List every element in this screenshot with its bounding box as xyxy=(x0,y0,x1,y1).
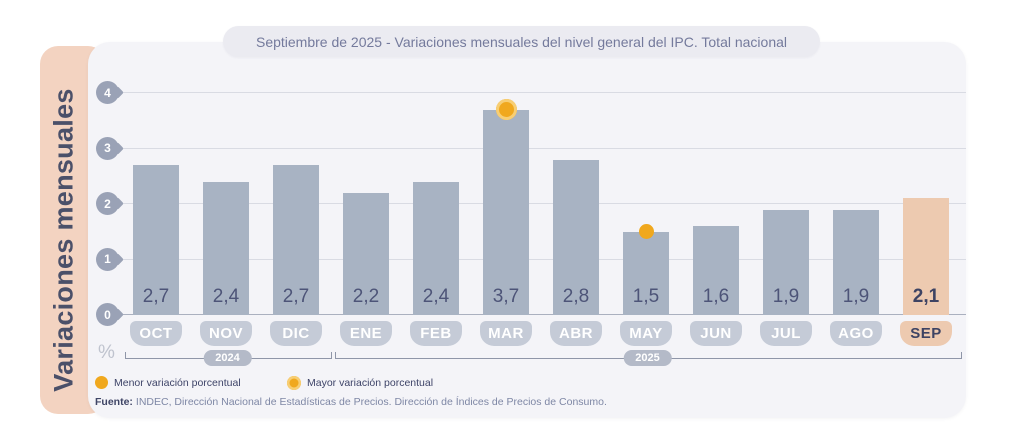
bar-AGO xyxy=(833,209,879,315)
max-variation-marker-icon xyxy=(495,99,517,120)
bar-value-SEP: 2,1 xyxy=(912,285,940,307)
bar-ENE xyxy=(343,192,389,315)
bar-value-ENE: 2,2 xyxy=(352,285,380,307)
month-label-AGO: AGO xyxy=(830,320,882,346)
percent-unit-label: % xyxy=(98,342,115,363)
bar-value-FEB: 2,4 xyxy=(422,285,450,307)
legend-item-menor: Menor variación porcentual xyxy=(95,376,241,389)
y-axis-tick-1: 1 xyxy=(96,247,119,271)
month-label-OCT: OCT xyxy=(130,320,182,346)
source-text: INDEC, Dirección Nacional de Estadística… xyxy=(135,396,607,408)
max-variation-ring-dot-icon xyxy=(287,376,301,390)
bar-value-JUN: 1,6 xyxy=(702,285,730,307)
bar-value-NOV: 2,4 xyxy=(212,285,240,307)
gridline-1 xyxy=(120,258,966,260)
bar-value-MAR: 3,7 xyxy=(492,285,520,307)
month-label-ENE: ENE xyxy=(340,320,392,346)
bar-value-MAY: 1,5 xyxy=(632,285,660,307)
bar-MAY xyxy=(623,231,669,315)
gridline-0 xyxy=(120,314,966,315)
chart-card: 4 3 2 1 0 2,7 OCT 2,4 NOV 2,7 DIC 2,2 ENE 2,4 FEB 3,7 MA… xyxy=(88,42,966,418)
source-line: Fuente: INDEC, Dirección Nacional de Esta… xyxy=(95,396,607,408)
bar-value-AGO: 1,9 xyxy=(842,285,870,307)
month-label-FEB: FEB xyxy=(410,320,462,346)
gridline-2 xyxy=(120,203,966,204)
chart-title: Septiembre de 2025 - Variaciones mensual… xyxy=(255,33,788,50)
gridline-4 xyxy=(120,92,966,93)
bar-value-ABR: 2,8 xyxy=(562,285,590,307)
bar-value-JUL: 1,9 xyxy=(772,285,800,307)
month-label-MAY: MAY xyxy=(620,320,672,346)
gridline-3 xyxy=(120,147,966,149)
legend-label-menor: Menor variación porcentual xyxy=(114,376,241,389)
source-prefix: Fuente: xyxy=(95,396,133,408)
min-variation-dot-icon xyxy=(95,376,108,389)
bar-value-OCT: 2,7 xyxy=(142,285,170,307)
y-axis-tick-3: 3 xyxy=(96,136,119,160)
legend-item-mayor: Mayor variación porcentual xyxy=(287,376,433,390)
bar-DIC xyxy=(273,164,319,315)
month-label-JUL: JUL xyxy=(760,320,812,346)
legend-label-mayor: Mayor variación porcentual xyxy=(307,377,434,389)
y-axis-tick-4: 4 xyxy=(96,81,119,104)
month-label-ABR: ABR xyxy=(550,320,602,346)
year-pill-2024: 2024 xyxy=(203,350,252,366)
bar-FEB xyxy=(413,181,459,315)
bar-JUN xyxy=(693,225,739,315)
min-variation-marker-icon xyxy=(638,223,654,239)
y-axis-tick-0: 0 xyxy=(96,303,119,326)
bar-MAR xyxy=(483,109,529,315)
y-axis-tick-2: 2 xyxy=(96,192,119,215)
y-axis-title: Variaciones mensuales xyxy=(48,88,79,392)
month-label-MAR: MAR xyxy=(480,320,532,346)
bar-NOV xyxy=(203,181,249,315)
chart-title-pill: Septiembre de 2025 - Variaciones mensual… xyxy=(223,26,820,57)
bar-ABR xyxy=(553,159,599,315)
bar-value-DIC: 2,7 xyxy=(282,285,310,307)
bar-SEP xyxy=(903,197,949,315)
bar-JUL xyxy=(763,209,809,315)
bar-OCT xyxy=(133,164,179,315)
year-pill-2025: 2025 xyxy=(623,350,672,366)
month-label-NOV: NOV xyxy=(200,320,252,346)
month-label-SEP: SEP xyxy=(900,320,952,346)
month-label-JUN: JUN xyxy=(690,320,742,346)
month-label-DIC: DIC xyxy=(270,320,322,346)
